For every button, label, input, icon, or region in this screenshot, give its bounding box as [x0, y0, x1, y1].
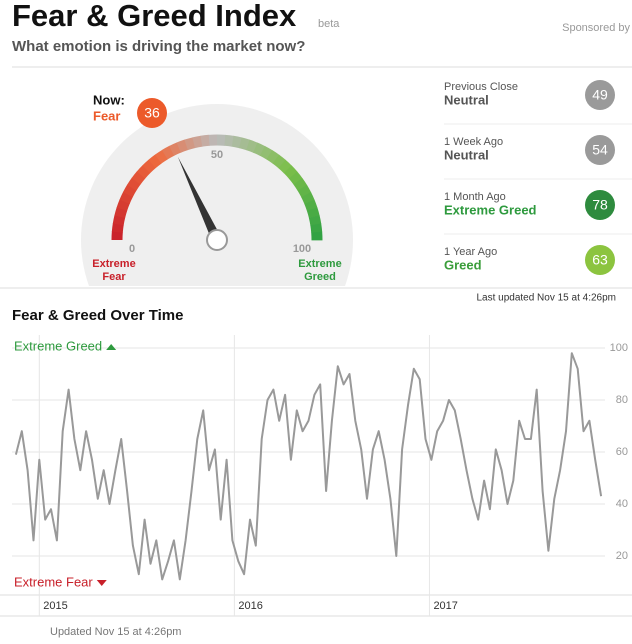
gauge-arc: [301, 192, 315, 205]
gauge-arc: [288, 171, 303, 185]
history-badge: [585, 80, 615, 110]
history-rating: Greed: [444, 257, 482, 272]
gauge-arc: [127, 177, 141, 191]
now-value: 36: [144, 105, 160, 121]
now-label: Now:: [93, 92, 125, 107]
gauge-arc: [308, 215, 322, 226]
zone-label: Extreme Greed: [298, 258, 342, 283]
gauge-arc: [176, 139, 189, 153]
history-rating: Neutral: [444, 147, 489, 162]
gauge-arc: [306, 207, 320, 219]
x-tick-label: 2017: [433, 600, 457, 612]
gauge-arc: [154, 149, 168, 164]
gauge-arc: [297, 184, 312, 198]
gauge-arc: [272, 154, 286, 169]
gauge-arc: [136, 165, 151, 179]
history-badge: [585, 245, 615, 275]
gauge-arc: [116, 199, 130, 211]
gauge-arc: [119, 191, 133, 204]
gauge-arc: [192, 135, 203, 149]
gauge-arc: [253, 142, 266, 156]
history-value: 54: [592, 142, 608, 158]
annotation-arrow: [106, 344, 117, 350]
gauge-arc: [259, 145, 273, 160]
now-rating: Fear: [93, 108, 120, 123]
gauge-arc: [112, 214, 126, 226]
history-label: 1 Year Ago: [444, 246, 497, 258]
history-value: 78: [592, 197, 608, 213]
gauge-arc: [114, 207, 128, 218]
history-badge: [585, 135, 615, 165]
now-badge: [137, 98, 167, 128]
annotation-arrow: [96, 580, 107, 586]
footer: Updated Nov 15 at 4:26pm: [50, 626, 181, 638]
y-tick-label: 80: [616, 394, 628, 406]
annotation: Extreme Greed: [14, 338, 102, 353]
y-tick-label: 60: [616, 446, 628, 458]
needle: [177, 156, 222, 243]
gauge-arc: [283, 165, 298, 179]
gauge-arc: [200, 134, 211, 147]
chart-title: Fear & Greed Over Time: [12, 307, 183, 324]
annotation: Extreme Fear: [14, 574, 93, 589]
gauge-arc: [224, 134, 234, 147]
gauge-arc: [278, 159, 292, 174]
gauge-arc: [131, 171, 146, 185]
gauge-tick-label: 0: [129, 243, 135, 255]
gauge-arc: [246, 139, 258, 153]
x-tick-label: 2015: [43, 600, 67, 612]
title: Fear & Greed Index: [12, 0, 297, 33]
sponsor: Sponsored by: [562, 22, 630, 34]
gauge-arc: [310, 223, 323, 234]
last-updated: Last updated Nov 15 at 4:26pm: [476, 293, 616, 304]
history-rating: Neutral: [444, 92, 489, 107]
gauge-arc: [111, 223, 124, 233]
gauge-arc: [293, 177, 308, 191]
gauge-arc: [184, 137, 196, 151]
y-tick-label: 20: [616, 550, 628, 562]
gauge-arc: [161, 145, 175, 160]
history-value: 49: [592, 87, 608, 103]
history-badge: [585, 190, 615, 220]
gauge-arc: [142, 159, 156, 174]
subtitle: What emotion is driving the market now?: [12, 38, 305, 55]
gauge-tick-label: 100: [293, 243, 311, 255]
gauge-background: [81, 104, 353, 286]
gauge-arc: [122, 184, 137, 198]
zone-label: Extreme Fear: [92, 258, 136, 283]
gauge-arc: [266, 150, 280, 164]
y-tick-label: 100: [610, 342, 628, 354]
history-label: 1 Week Ago: [444, 136, 503, 148]
needle-hub: [206, 229, 228, 251]
x-tick-label: 2016: [238, 600, 262, 612]
gauge-arc: [304, 199, 318, 212]
gauge-tick-label: 50: [211, 149, 223, 161]
history-value: 63: [592, 252, 608, 268]
history-label: Previous Close: [444, 81, 518, 93]
history-rating: Extreme Greed: [444, 202, 537, 217]
beta: beta: [318, 18, 340, 30]
gauge-arc: [169, 142, 182, 156]
gauge-arc: [231, 135, 243, 149]
y-tick-label: 40: [616, 498, 628, 510]
history-label: 1 Month Ago: [444, 191, 506, 203]
gauge-arc: [148, 154, 162, 169]
line-series: [14, 352, 603, 581]
gauge-arc: [239, 137, 250, 151]
